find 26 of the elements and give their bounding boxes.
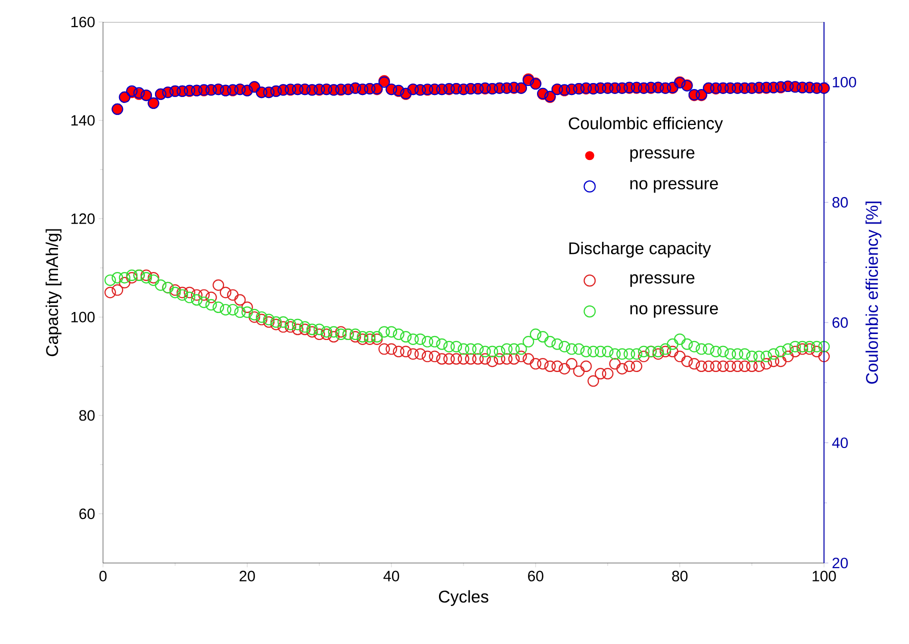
legend-label: no pressure bbox=[630, 180, 718, 193]
y-tick-label: 60 bbox=[79, 508, 95, 520]
x-tick-label: 20 bbox=[240, 570, 255, 582]
legend-label: pressure bbox=[630, 274, 694, 287]
y2-tick-label: 100 bbox=[832, 76, 856, 88]
x-tick-label: 100 bbox=[812, 570, 836, 582]
y2-tick-label: 40 bbox=[832, 437, 848, 448]
y-tick-label: 160 bbox=[71, 16, 95, 28]
y2-tick-label: 20 bbox=[832, 558, 848, 568]
x-tick-label: 40 bbox=[383, 570, 400, 582]
y2-axis-title: Coulombic efficiency [%] bbox=[866, 202, 882, 384]
y-tick-label: 80 bbox=[79, 410, 95, 421]
y-tick-label: 140 bbox=[71, 115, 95, 126]
x-tick-label: 0 bbox=[99, 570, 107, 582]
legend-label: pressure bbox=[630, 149, 694, 162]
y-tick-label: 100 bbox=[71, 312, 95, 322]
y-axis-title: Capacity [mAh/g] bbox=[46, 229, 62, 356]
x-tick-label: 80 bbox=[672, 570, 688, 582]
y2-tick-label: 80 bbox=[832, 197, 848, 208]
legend-label: no pressure bbox=[630, 305, 718, 318]
x-axis-title: Cycles bbox=[438, 590, 488, 606]
x-tick-label: 60 bbox=[528, 570, 544, 582]
y2-tick-label: 60 bbox=[832, 317, 848, 328]
annotation: Discharge capacity bbox=[569, 242, 711, 258]
y-tick-label: 120 bbox=[71, 213, 95, 224]
annotation: Coulombic efficiency bbox=[568, 116, 723, 133]
